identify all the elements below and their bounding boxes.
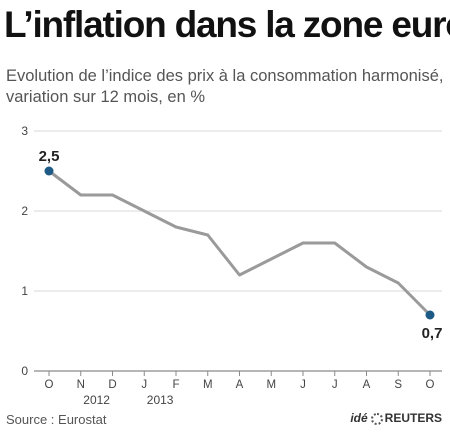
- y-tick-label: 1: [21, 284, 28, 298]
- chart-title: L’inflation dans la zone euro: [4, 4, 450, 45]
- series-line: [47, 169, 432, 317]
- x-tick-label: O: [45, 379, 54, 391]
- y-tick-label: 0: [21, 364, 28, 378]
- chart-subtitle: Evolution de l’indice des prix à la cons…: [6, 67, 444, 106]
- data-point-marker: [425, 310, 435, 320]
- y-tick-label: 3: [21, 124, 28, 138]
- x-tick-label: O: [426, 379, 435, 391]
- data-label: 0,7: [422, 325, 443, 342]
- reuters-wordmark: REUTERS: [384, 411, 442, 425]
- year-label: 2012: [83, 393, 110, 407]
- reuters-logo-icon: [370, 413, 383, 425]
- x-tick-label: J: [141, 379, 147, 391]
- x-tick-label: M: [203, 379, 213, 391]
- x-tick-label: F: [172, 379, 179, 391]
- source-note: Source : Eurostat: [6, 412, 107, 427]
- year-label: 2013: [147, 393, 174, 407]
- data-point-marker: [44, 166, 54, 176]
- x-tick-label: D: [108, 379, 116, 391]
- data-label: 2,5: [39, 148, 60, 165]
- credit-logo: idé REUTERS: [350, 411, 442, 425]
- x-tick-label: A: [363, 379, 371, 391]
- x-tick-label: N: [77, 379, 85, 391]
- x-tick-label: S: [394, 379, 402, 391]
- ide-wordmark: idé: [350, 411, 368, 425]
- x-tick-label: A: [236, 379, 244, 391]
- y-tick-label: 2: [21, 204, 28, 218]
- x-tick-label: M: [266, 379, 276, 391]
- x-tick-label: J: [332, 379, 338, 391]
- x-tick-label: J: [300, 379, 306, 391]
